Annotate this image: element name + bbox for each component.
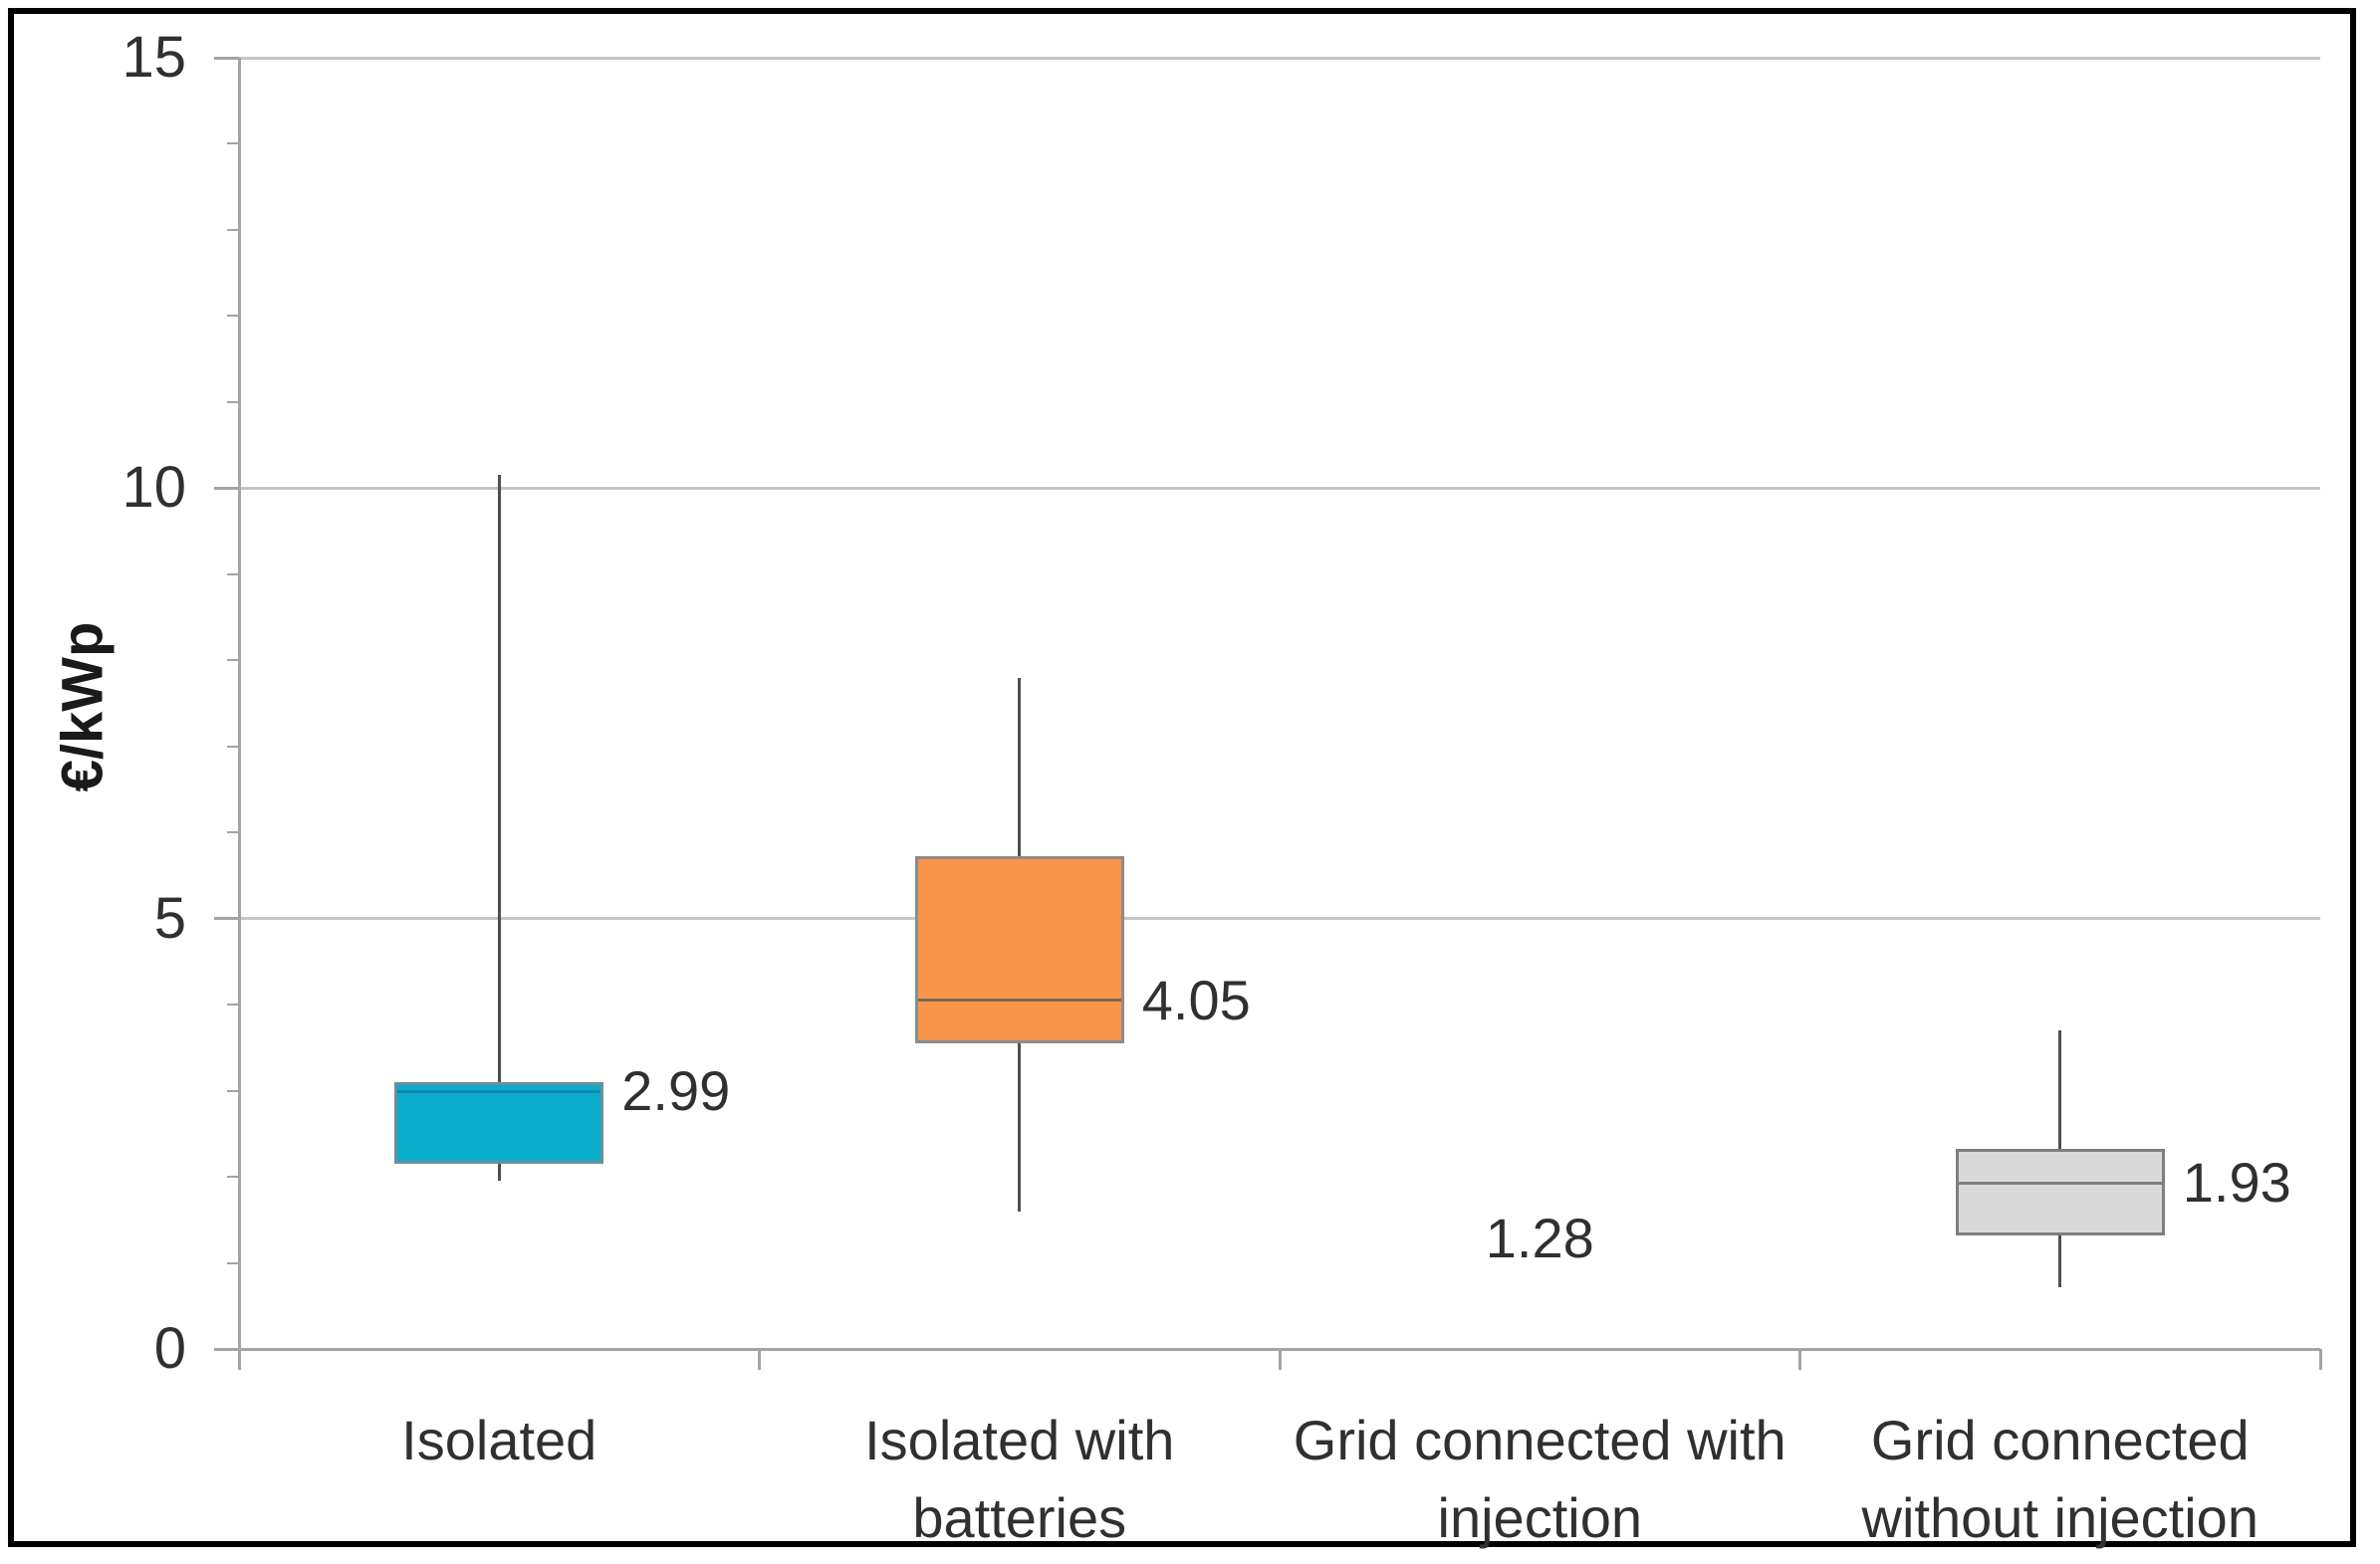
value-label-isolated: 2.99 <box>621 1059 731 1123</box>
y-axis-tick-15 <box>214 56 239 60</box>
chart-frame <box>8 8 2356 1547</box>
value-label-grid-connected-without-injection: 1.93 <box>2182 1151 2291 1215</box>
category-label-grid-connected-with-injection: Grid connected with injection <box>1293 1409 1786 1550</box>
box-isolated <box>394 1081 604 1165</box>
y-axis-minor-tick <box>227 831 239 834</box>
whisker-isolated <box>497 475 501 1182</box>
y-tick-label-10: 10 <box>121 455 186 521</box>
median-grid-connected-without-injection <box>1958 1181 2162 1185</box>
y-axis-line <box>237 58 241 1370</box>
x-axis-tick <box>1278 1349 1282 1370</box>
gridline-5 <box>239 917 2320 921</box>
category-label-isolated-with-batteries: Isolated with batteries <box>864 1409 1175 1550</box>
y-tick-label-5: 5 <box>153 885 186 951</box>
y-axis-tick-5 <box>214 917 239 921</box>
y-axis-minor-tick <box>227 1261 239 1264</box>
median-isolated-with-batteries <box>917 999 1121 1003</box>
y-axis-minor-tick <box>227 1004 239 1006</box>
box-isolated-with-batteries <box>914 855 1124 1044</box>
y-axis-tick-10 <box>214 486 239 490</box>
category-label-isolated: Isolated <box>401 1409 597 1471</box>
y-axis-minor-tick <box>227 745 239 748</box>
gridline-10 <box>239 486 2320 490</box>
y-axis-minor-tick <box>227 142 239 145</box>
y-axis-minor-tick <box>227 400 239 403</box>
median-isolated <box>397 1089 601 1093</box>
gridline-15 <box>239 56 2320 60</box>
value-label-isolated-with-batteries: 4.05 <box>1141 968 1251 1031</box>
y-axis-tick-0 <box>214 1347 239 1351</box>
x-axis-tick <box>758 1349 761 1370</box>
x-axis-tick <box>2318 1349 2322 1370</box>
y-axis-minor-tick <box>227 315 239 318</box>
y-tick-label-0: 0 <box>153 1316 186 1381</box>
category-label-grid-connected-without-injection: Grid connected without injection <box>1861 1409 2259 1550</box>
y-axis-minor-tick <box>227 228 239 231</box>
value-label-grid-connected-with-injection: 1.28 <box>1485 1207 1594 1270</box>
x-axis-tick <box>1798 1349 1801 1370</box>
y-axis-minor-tick <box>227 572 239 575</box>
box-grid-connected-without-injection <box>1955 1149 2165 1235</box>
y-axis-minor-tick <box>227 1089 239 1092</box>
y-tick-label-15: 15 <box>121 25 186 90</box>
y-axis-minor-tick <box>227 659 239 662</box>
y-axis-minor-tick <box>227 1176 239 1179</box>
